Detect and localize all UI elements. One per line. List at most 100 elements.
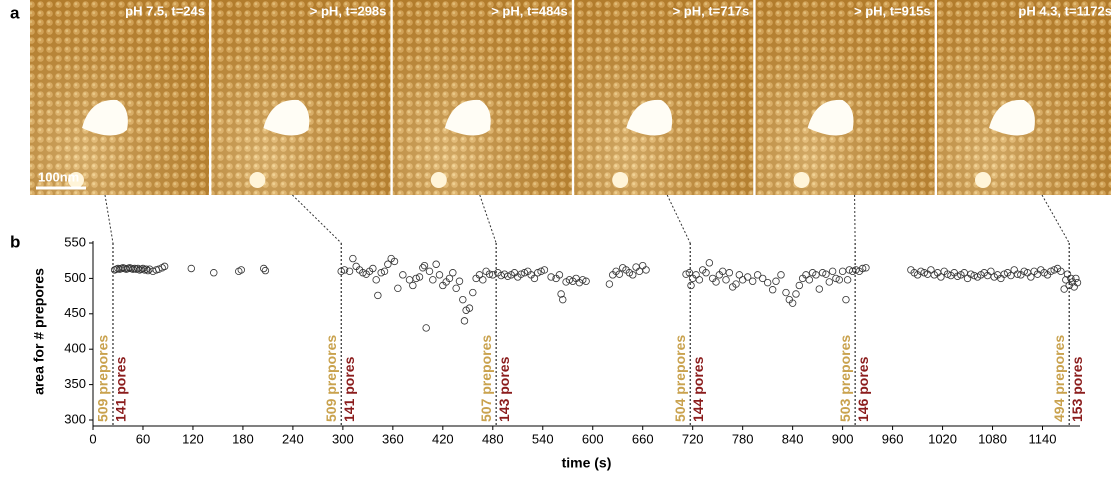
- pores-label: 146 pores: [855, 356, 871, 422]
- x-tick-label: 780: [732, 431, 754, 446]
- y-tick-label: 500: [64, 270, 86, 285]
- data-point: [928, 267, 935, 274]
- x-tick-label: 420: [432, 431, 454, 446]
- data-point: [829, 268, 836, 275]
- data-point: [262, 267, 269, 274]
- data-point: [410, 282, 417, 289]
- data-point: [688, 282, 695, 289]
- data-point: [843, 296, 850, 303]
- data-point: [739, 277, 746, 284]
- data-point: [749, 278, 756, 285]
- data-point: [450, 269, 457, 276]
- data-point: [769, 286, 776, 293]
- x-tick-label: 0: [89, 431, 96, 446]
- data-point: [350, 255, 357, 262]
- data-point: [421, 262, 428, 269]
- data-point: [420, 264, 427, 271]
- x-tick-label: 600: [582, 431, 604, 446]
- data-point: [480, 277, 487, 284]
- data-point: [375, 292, 382, 299]
- connector: [1042, 195, 1069, 243]
- y-tick-label: 400: [64, 341, 86, 356]
- prepores-label: 509 prepores: [323, 335, 339, 422]
- data-point: [816, 286, 823, 293]
- panel-letter: b: [10, 232, 20, 251]
- prepores-label: 503 prepores: [837, 335, 853, 422]
- x-tick-label: 180: [232, 431, 254, 446]
- data-point: [696, 277, 703, 284]
- data-point: [723, 277, 730, 284]
- image-label: > pH, t=298s: [310, 3, 387, 18]
- data-point: [643, 267, 650, 274]
- data-point: [430, 277, 437, 284]
- data-point: [639, 262, 646, 269]
- panel-letter: a: [10, 3, 20, 22]
- data-point: [400, 272, 407, 279]
- x-tick-label: 1020: [928, 431, 957, 446]
- data-point: [395, 285, 402, 292]
- connector: [105, 195, 113, 243]
- data-point: [423, 325, 430, 332]
- y-tick-label: 350: [64, 376, 86, 391]
- image-shade: [393, 0, 572, 195]
- data-point: [706, 260, 713, 267]
- data-point: [606, 281, 613, 288]
- data-point: [460, 296, 467, 303]
- image-label: > pH, t=717s: [673, 3, 750, 18]
- image-label: > pH, t=915s: [854, 3, 931, 18]
- image-shade: [574, 0, 753, 195]
- x-tick-label: 60: [136, 431, 150, 446]
- image-label: > pH, t=484s: [491, 3, 568, 18]
- data-point: [238, 267, 245, 274]
- connector: [667, 195, 690, 243]
- data-point: [773, 278, 780, 285]
- data-point: [796, 282, 803, 289]
- x-tick-label: 900: [832, 431, 854, 446]
- pores-label: 141 pores: [341, 356, 357, 422]
- prepores-label: 507 prepores: [478, 335, 494, 422]
- pores-label: 141 pores: [113, 356, 129, 422]
- prepores-label: 504 prepores: [672, 335, 688, 422]
- x-tick-label: 120: [182, 431, 204, 446]
- data-point: [736, 272, 743, 279]
- data-point: [210, 269, 217, 276]
- image-label: pH 4.3, t=1172s: [1018, 3, 1111, 18]
- image-shade: [30, 0, 209, 195]
- prepores-label: 509 prepores: [95, 335, 111, 422]
- pores-label: 153 pores: [1069, 356, 1085, 422]
- data-point: [844, 277, 851, 284]
- data-point: [426, 268, 433, 275]
- small-particle: [612, 172, 628, 188]
- x-tick-label: 840: [782, 431, 804, 446]
- data-point: [964, 275, 971, 282]
- y-axis-title: area for # prepores: [31, 268, 47, 395]
- data-point: [783, 289, 790, 296]
- y-tick-label: 300: [64, 411, 86, 426]
- y-tick-label: 450: [64, 305, 86, 320]
- image-shade: [937, 0, 1111, 195]
- data-point: [373, 277, 380, 284]
- data-point: [235, 268, 242, 275]
- data-point: [793, 291, 800, 298]
- data-point: [1064, 271, 1071, 278]
- pores-label: 143 pores: [496, 356, 512, 422]
- data-point: [726, 269, 733, 276]
- data-point: [559, 296, 566, 303]
- data-point: [188, 265, 195, 272]
- data-point: [778, 272, 785, 279]
- x-tick-label: 1080: [978, 431, 1007, 446]
- data-point: [764, 279, 771, 286]
- x-tick-label: 960: [882, 431, 904, 446]
- small-particle: [794, 172, 810, 188]
- pores-label: 144 pores: [690, 356, 706, 422]
- image-shade: [756, 0, 935, 195]
- data-point: [436, 272, 443, 279]
- connector: [855, 195, 856, 243]
- y-tick-label: 550: [64, 234, 86, 249]
- image-label: pH 7.5, t=24s: [125, 3, 205, 18]
- image-shade: [211, 0, 390, 195]
- x-axis-title: time (s): [562, 455, 612, 471]
- x-tick-label: 240: [282, 431, 304, 446]
- x-tick-label: 360: [382, 431, 404, 446]
- page: {"figure": {"panel_labels": ["a", "b"], …: [0, 0, 1111, 473]
